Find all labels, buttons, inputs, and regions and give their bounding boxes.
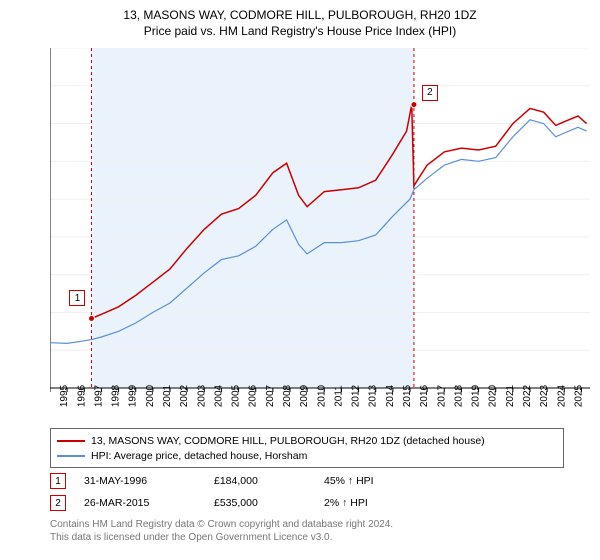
footer-line-2: This data is licensed under the Open Gov…	[50, 531, 393, 544]
legend-label-property: 13, MASONS WAY, CODMORE HILL, PULBOROUGH…	[91, 435, 485, 447]
transaction-date: 31-MAY-1996	[84, 475, 214, 487]
transaction-date: 26-MAR-2015	[84, 497, 214, 509]
transaction-pct: 2% ↑ HPI	[324, 497, 434, 509]
legend-row-hpi: HPI: Average price, detached house, Hors…	[57, 448, 557, 463]
transaction-price: £535,000	[214, 497, 324, 509]
title-sub: Price paid vs. HM Land Registry's House …	[0, 24, 600, 38]
chart-container: 13, MASONS WAY, CODMORE HILL, PULBOROUGH…	[0, 0, 600, 560]
footer: Contains HM Land Registry data © Crown c…	[50, 518, 393, 544]
chart-svg: £0£100K£200K£300K£400K£500K£600K£700K£80…	[50, 48, 590, 418]
title-main: 13, MASONS WAY, CODMORE HILL, PULBOROUGH…	[0, 8, 600, 22]
transaction-badge-2: 2	[50, 495, 66, 511]
chart-marker-badge-2: 2	[422, 85, 438, 101]
transaction-price: £184,000	[214, 475, 324, 487]
chart-plot: £0£100K£200K£300K£400K£500K£600K£700K£80…	[50, 48, 590, 418]
transaction-badge-1: 1	[50, 473, 66, 489]
legend: 13, MASONS WAY, CODMORE HILL, PULBOROUGH…	[50, 428, 564, 468]
chart-marker-badge-1: 1	[69, 290, 85, 306]
transaction-row: 1 31-MAY-1996 £184,000 45% ↑ HPI	[50, 470, 550, 492]
transactions-table: 1 31-MAY-1996 £184,000 45% ↑ HPI 2 26-MA…	[50, 470, 550, 514]
transaction-row: 2 26-MAR-2015 £535,000 2% ↑ HPI	[50, 492, 550, 514]
chart-titles: 13, MASONS WAY, CODMORE HILL, PULBOROUGH…	[0, 0, 600, 38]
legend-label-hpi: HPI: Average price, detached house, Hors…	[91, 450, 307, 462]
footer-line-1: Contains HM Land Registry data © Crown c…	[50, 518, 393, 531]
legend-swatch-property	[57, 440, 85, 442]
legend-row-property: 13, MASONS WAY, CODMORE HILL, PULBOROUGH…	[57, 433, 557, 448]
legend-swatch-hpi	[57, 455, 85, 457]
transaction-pct: 45% ↑ HPI	[324, 475, 434, 487]
